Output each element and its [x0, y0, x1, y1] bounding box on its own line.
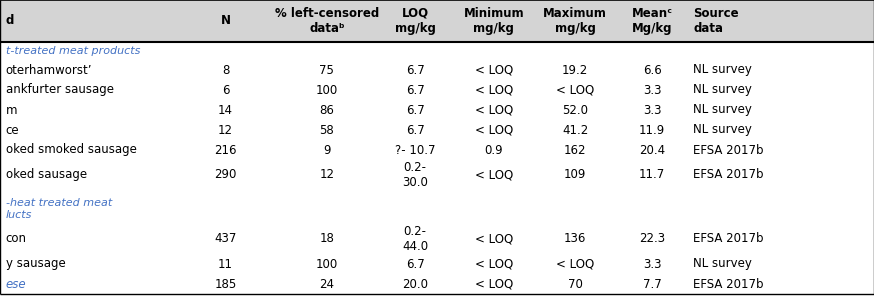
- Text: 162: 162: [564, 144, 586, 156]
- Text: 3.3: 3.3: [642, 103, 662, 117]
- Text: 0.2-
30.0: 0.2- 30.0: [402, 161, 428, 189]
- Text: ce: ce: [5, 123, 19, 137]
- Text: 75: 75: [319, 63, 335, 77]
- Text: 3.3: 3.3: [642, 257, 662, 271]
- Text: 100: 100: [316, 83, 338, 97]
- Text: 12: 12: [218, 123, 233, 137]
- Text: < LOQ: < LOQ: [475, 169, 513, 181]
- Text: 9: 9: [323, 144, 330, 156]
- Text: NL survey: NL survey: [693, 103, 753, 117]
- Bar: [0, 0, 874, 42]
- Text: NL survey: NL survey: [693, 257, 753, 271]
- Text: Meanᶜ
Mg/kg: Meanᶜ Mg/kg: [632, 7, 672, 35]
- Text: < LOQ: < LOQ: [475, 233, 513, 245]
- Text: 19.2: 19.2: [562, 63, 588, 77]
- Text: 290: 290: [214, 169, 237, 181]
- Text: 20.4: 20.4: [639, 144, 665, 156]
- Text: 100: 100: [316, 257, 338, 271]
- Text: 20.0: 20.0: [402, 277, 428, 291]
- Text: 6.7: 6.7: [406, 83, 425, 97]
- Text: oked smoked sausage: oked smoked sausage: [5, 144, 136, 156]
- Text: 0.2-
44.0: 0.2- 44.0: [402, 225, 428, 253]
- Text: oked sausage: oked sausage: [5, 169, 87, 181]
- Text: < LOQ: < LOQ: [475, 123, 513, 137]
- Text: 11: 11: [218, 257, 233, 271]
- Text: 24: 24: [319, 277, 335, 291]
- Text: 437: 437: [214, 233, 237, 245]
- Text: 70: 70: [567, 277, 583, 291]
- Text: 11.7: 11.7: [639, 169, 665, 181]
- Text: EFSA 2017b: EFSA 2017b: [693, 169, 764, 181]
- Text: 8: 8: [222, 63, 229, 77]
- Text: N: N: [220, 14, 231, 28]
- Text: y sausage: y sausage: [5, 257, 66, 271]
- Text: 18: 18: [319, 233, 335, 245]
- Text: 52.0: 52.0: [562, 103, 588, 117]
- Text: ankfurter sausage: ankfurter sausage: [5, 83, 114, 97]
- Text: ese: ese: [5, 277, 26, 291]
- Text: 0.9: 0.9: [484, 144, 503, 156]
- Text: < LOQ: < LOQ: [556, 83, 594, 97]
- Text: % left-censored
dataᵇ: % left-censored dataᵇ: [274, 7, 379, 35]
- Text: < LOQ: < LOQ: [475, 277, 513, 291]
- Text: EFSA 2017b: EFSA 2017b: [693, 233, 764, 245]
- Text: < LOQ: < LOQ: [475, 63, 513, 77]
- Text: -heat treated meat
lucts: -heat treated meat lucts: [5, 198, 112, 220]
- Text: t-treated meat products: t-treated meat products: [5, 46, 140, 56]
- Text: 185: 185: [214, 277, 237, 291]
- Text: 3.3: 3.3: [642, 83, 662, 97]
- Text: 11.9: 11.9: [639, 123, 665, 137]
- Text: m: m: [5, 103, 17, 117]
- Text: 12: 12: [319, 169, 335, 181]
- Text: 6.7: 6.7: [406, 63, 425, 77]
- Text: < LOQ: < LOQ: [475, 103, 513, 117]
- Text: 109: 109: [564, 169, 586, 181]
- Text: oterhamworst’: oterhamworst’: [5, 63, 92, 77]
- Text: < LOQ: < LOQ: [475, 83, 513, 97]
- Text: Minimum
mg/kg: Minimum mg/kg: [463, 7, 524, 35]
- Text: EFSA 2017b: EFSA 2017b: [693, 144, 764, 156]
- Text: NL survey: NL survey: [693, 83, 753, 97]
- Text: 6.6: 6.6: [642, 63, 662, 77]
- Text: 14: 14: [218, 103, 233, 117]
- Text: 6.7: 6.7: [406, 257, 425, 271]
- Text: < LOQ: < LOQ: [475, 257, 513, 271]
- Text: 7.7: 7.7: [642, 277, 662, 291]
- Text: 136: 136: [564, 233, 586, 245]
- Text: 6.7: 6.7: [406, 103, 425, 117]
- Text: 22.3: 22.3: [639, 233, 665, 245]
- Text: Maximum
mg/kg: Maximum mg/kg: [543, 7, 607, 35]
- Text: Source
data: Source data: [693, 7, 739, 35]
- Text: ?- 10.7: ?- 10.7: [395, 144, 435, 156]
- Text: NL survey: NL survey: [693, 123, 753, 137]
- Text: 86: 86: [319, 103, 335, 117]
- Text: EFSA 2017b: EFSA 2017b: [693, 277, 764, 291]
- Text: NL survey: NL survey: [693, 63, 753, 77]
- Text: d: d: [5, 14, 14, 28]
- Text: 58: 58: [320, 123, 334, 137]
- Text: < LOQ: < LOQ: [556, 257, 594, 271]
- Text: con: con: [5, 233, 26, 245]
- Text: 6.7: 6.7: [406, 123, 425, 137]
- Text: LOQ
mg/kg: LOQ mg/kg: [395, 7, 435, 35]
- Text: 6: 6: [222, 83, 229, 97]
- Text: 41.2: 41.2: [562, 123, 588, 137]
- Text: 216: 216: [214, 144, 237, 156]
